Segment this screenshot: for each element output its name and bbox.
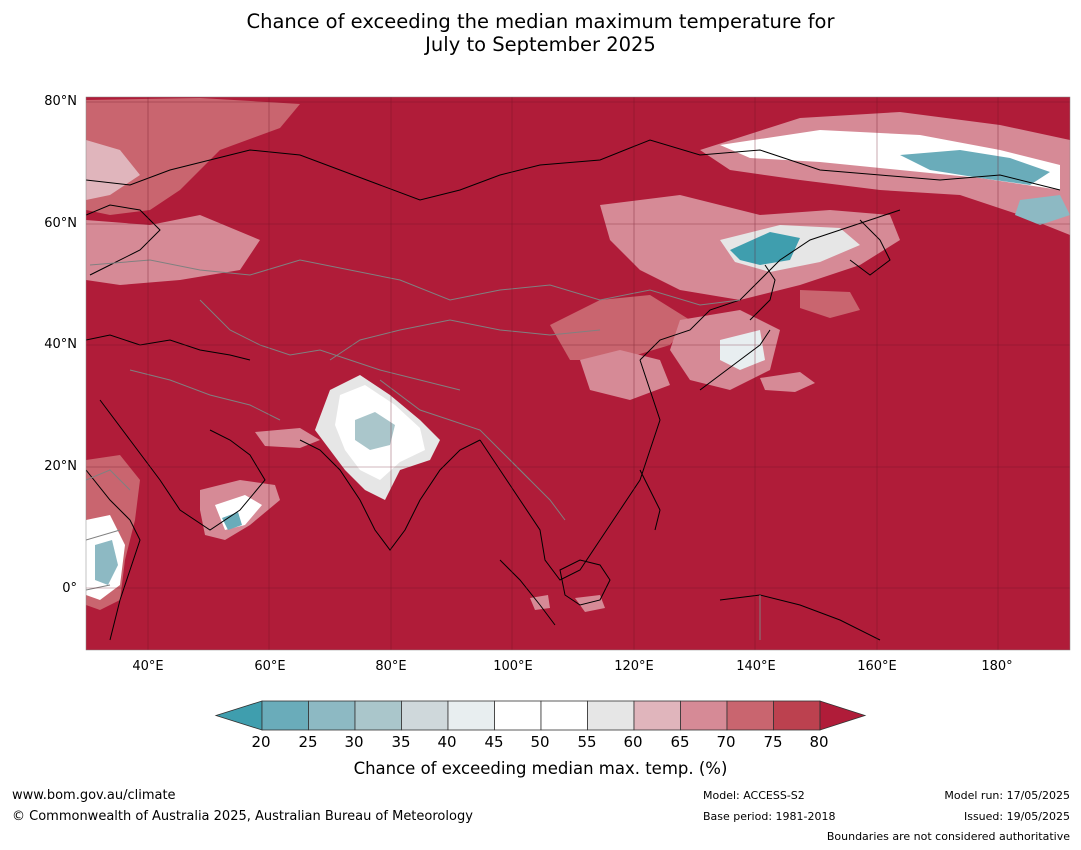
border-africa (86, 469, 131, 591)
coast-japan (699, 264, 776, 391)
field-northwest-pale (86, 98, 300, 215)
title-line-2: July to September 2025 (425, 33, 656, 56)
colorbar-tick-45: 45 (484, 733, 504, 751)
field-pacific-pink (760, 372, 815, 392)
field-chukotka-blue (1015, 195, 1070, 225)
title-line-1: Chance of exceeding the median maximum t… (246, 10, 835, 33)
field-okhotsk-blue (730, 232, 800, 265)
colorbar-tick-25: 25 (298, 733, 318, 751)
field-hokkaido (800, 290, 860, 318)
coast-kamchatka (849, 219, 891, 276)
issued-text: Issued: 19/05/2025 (963, 810, 1070, 823)
map-title: Chance of exceeding the median maximum t… (0, 10, 1081, 56)
coast-india (299, 439, 481, 551)
coast-africa-east (86, 469, 141, 641)
colorbar-segment (494, 700, 542, 731)
colorbar-tick-40: 40 (437, 733, 457, 751)
colorbar-segment (726, 700, 774, 731)
border-russia-south (89, 259, 741, 306)
colorbar-segment (540, 700, 588, 731)
border-china-west (329, 319, 601, 361)
field-china-central (580, 350, 670, 400)
field-scandinavia (86, 215, 260, 285)
field-siberia-blue (900, 150, 1050, 185)
colorbar-segment (401, 700, 449, 731)
lat-label-60n: 60°N (44, 216, 77, 231)
colorbar-segment (261, 700, 309, 731)
colorbar-tick-65: 65 (670, 733, 690, 751)
lon-label-160e: 160°E (857, 659, 897, 674)
colorbar-segment (680, 700, 728, 731)
coast-new-guinea (719, 594, 881, 641)
coast-arabia (99, 399, 266, 531)
lon-label-80e: 80°E (375, 659, 407, 674)
colorbar-segment (308, 700, 356, 731)
field-pakistan (255, 428, 320, 448)
field-arabia-blue (222, 512, 242, 530)
lon-label-60e: 60°E (254, 659, 286, 674)
colorbar (214, 700, 867, 731)
field-northwest-light (86, 140, 140, 200)
colorbar-tick-35: 35 (391, 733, 411, 751)
coast-scandinavia (86, 204, 161, 276)
model-text: Model: ACCESS-S2 (703, 789, 805, 802)
lat-label-40n: 40°N (44, 337, 77, 352)
border-central-asia (199, 299, 461, 391)
colorbar-segment (354, 700, 402, 731)
colorbar-lower-extension (214, 700, 263, 731)
model-run-text: Model run: 17/05/2025 (944, 789, 1070, 802)
lon-label-180: 180° (981, 659, 1013, 674)
border-middle-east (129, 369, 281, 421)
colorbar-segment (447, 700, 495, 731)
field-china-north (550, 295, 690, 360)
colorbar-upper-extension (819, 700, 867, 731)
lon-label-120e: 120°E (614, 659, 654, 674)
colorbar-tick-70: 70 (716, 733, 736, 751)
lon-label-140e: 140°E (736, 659, 776, 674)
field-india-blue (355, 412, 395, 450)
colorbar-tick-20: 20 (251, 733, 271, 751)
coast-europe-south (86, 334, 251, 361)
lat-label-0: 0° (62, 581, 77, 596)
coast-philippines (639, 469, 661, 531)
colorbar-title: Chance of exceeding median max. temp. (%… (353, 759, 728, 778)
colorbar-segment (587, 700, 635, 731)
colorbar-segment (773, 700, 821, 731)
colorbar-tick-55: 55 (577, 733, 597, 751)
coastlines (86, 139, 1061, 641)
colorbar-tick-75: 75 (763, 733, 783, 751)
field-japan-white (720, 330, 765, 370)
coast-southeast-asia (479, 359, 661, 581)
coast-borneo (559, 559, 611, 606)
coast-china-east (639, 209, 901, 361)
field-africa-blue (95, 540, 118, 585)
base-period-text: Base period: 1981-2018 (703, 810, 836, 823)
copyright-text: © Commonwealth of Australia 2025, Austra… (12, 809, 473, 824)
lat-label-20n: 20°N (44, 459, 77, 474)
colorbar-tick-50: 50 (530, 733, 550, 751)
country-boundaries (86, 259, 761, 640)
lat-label-80n: 80°N (44, 94, 77, 109)
colorbar-tick-60: 60 (623, 733, 643, 751)
lon-label-100e: 100°E (493, 659, 533, 674)
lon-label-40e: 40°E (132, 659, 164, 674)
coast-arctic (86, 139, 1061, 201)
colorbar-tick-30: 30 (344, 733, 364, 751)
probability-fields (86, 98, 1070, 612)
colorbar-tick-80: 80 (809, 733, 829, 751)
field-indonesia-pink (575, 595, 605, 612)
colorbar-segment (633, 700, 681, 731)
map-frame (85, 96, 1071, 651)
website-link[interactable]: www.bom.gov.au/climate (12, 788, 176, 803)
border-indochina (509, 459, 566, 521)
disclaimer-text: Boundaries are not considered authoritat… (826, 830, 1070, 843)
coast-sumatra (499, 559, 556, 626)
graticule (86, 97, 1070, 650)
